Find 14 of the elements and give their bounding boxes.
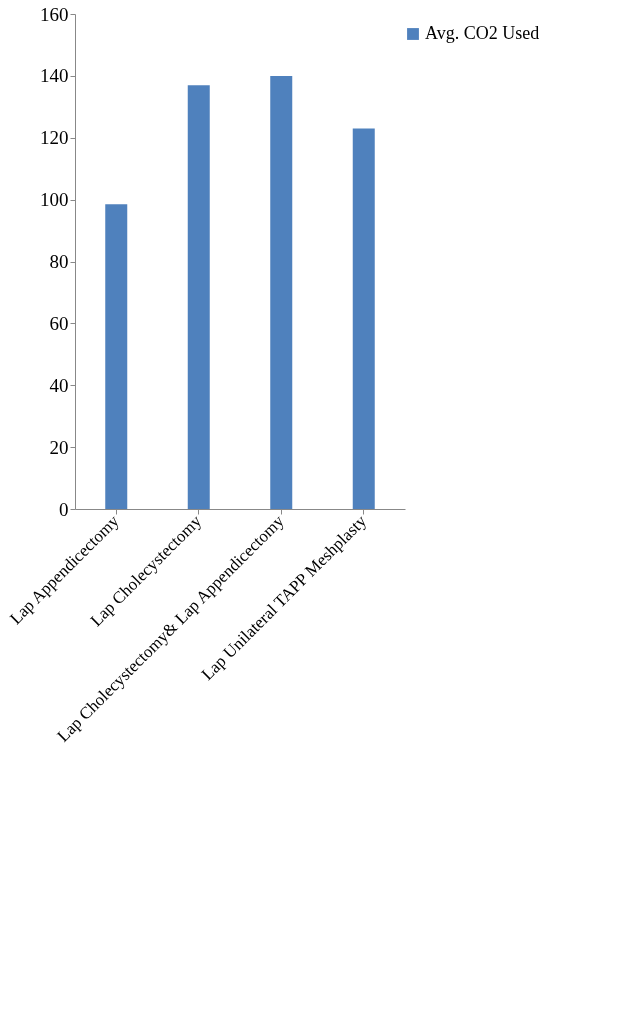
y-tick-label: 60 — [49, 312, 69, 334]
y-tick-label: 40 — [49, 374, 69, 396]
y-tick-label: 160 — [40, 3, 69, 25]
bar — [187, 85, 210, 509]
bar — [270, 75, 293, 509]
bar — [352, 128, 375, 509]
y-tick-label: 0 — [59, 498, 69, 520]
y-tick-label: 100 — [40, 189, 69, 211]
y-tick-label: 20 — [49, 436, 69, 458]
bar — [105, 204, 128, 509]
legend-label: Avg. CO2 Used — [425, 23, 540, 43]
y-tick-label: 140 — [40, 65, 69, 87]
y-tick-label: 120 — [40, 127, 69, 149]
y-tick-label: 80 — [49, 251, 69, 272]
